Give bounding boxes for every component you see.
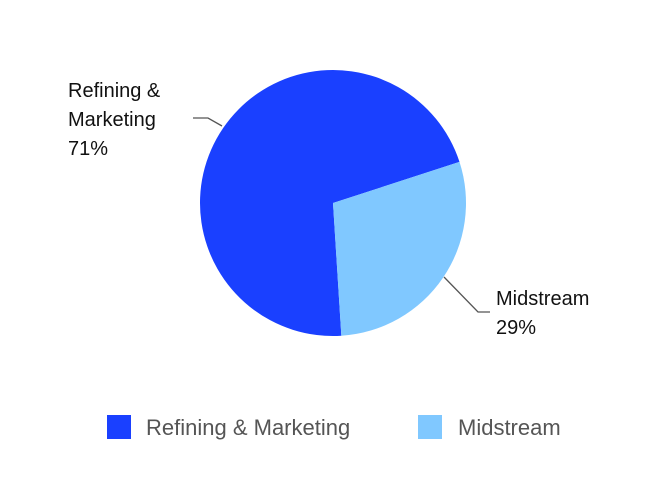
leader-line	[193, 117, 223, 127]
pie-slice	[333, 161, 466, 336]
label-value: 29%	[496, 317, 537, 339]
pie-slice	[199, 70, 460, 336]
data-label: Midstream 29%	[496, 285, 636, 343]
leader-line	[443, 276, 490, 313]
legend-label: Midstream	[458, 415, 561, 440]
label-value: 71%	[68, 138, 109, 160]
label-name: Midstream	[496, 288, 590, 310]
legend-label: Refining & Marketing	[146, 415, 351, 440]
legend-swatch	[418, 415, 442, 439]
label-name: Refining & Marketing	[68, 80, 161, 131]
data-label: Refining & Marketing 71%	[68, 77, 188, 164]
legend-swatch	[107, 415, 131, 439]
